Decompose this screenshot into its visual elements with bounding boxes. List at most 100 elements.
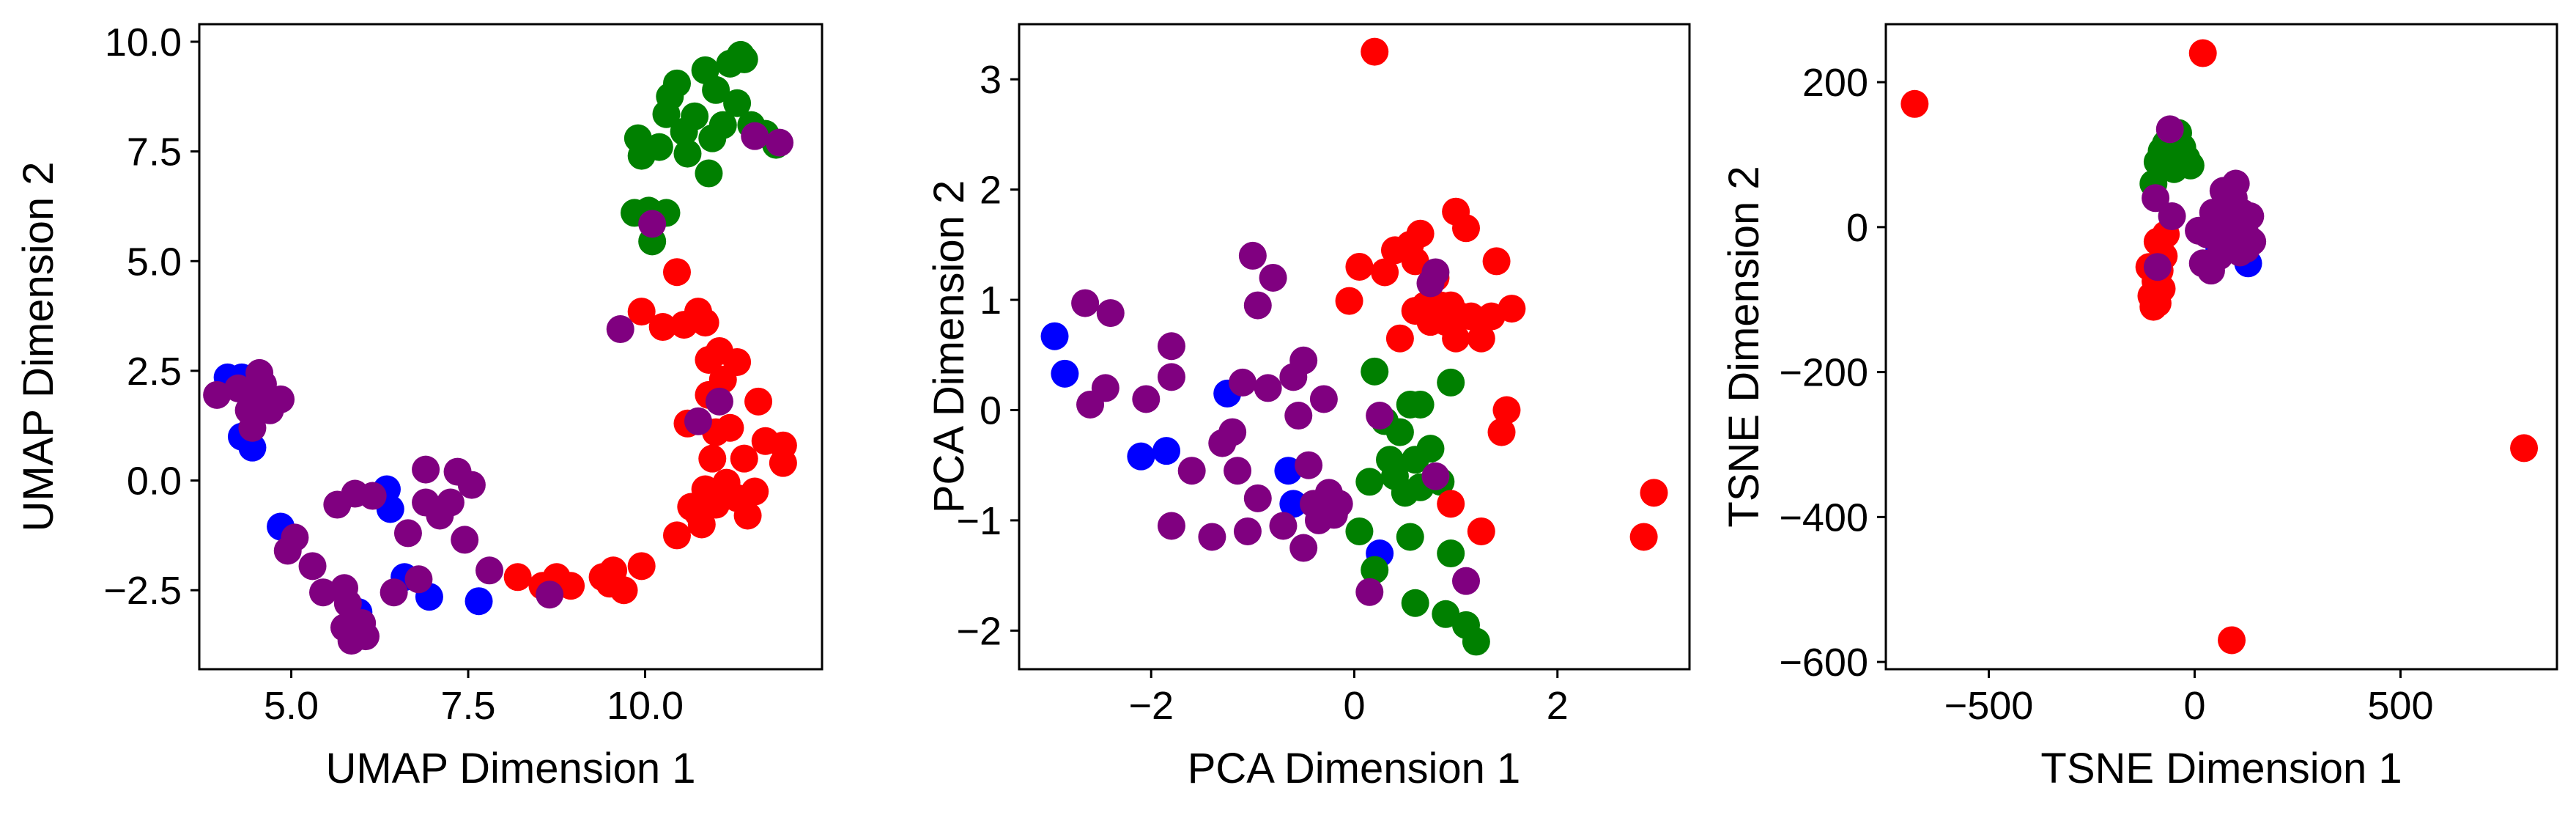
- tsne-ytick-label: −200: [1779, 351, 1868, 395]
- pca-point-blue: [1040, 322, 1069, 350]
- umap-point-purple: [309, 578, 338, 607]
- umap-point-purple: [380, 578, 408, 607]
- pca-point-purple: [1325, 490, 1353, 518]
- umap-point-red: [610, 576, 638, 605]
- pca-point-green: [1416, 435, 1445, 463]
- pca-point-red: [1437, 490, 1465, 518]
- pca-point-purple: [1416, 269, 1445, 298]
- pca-point-purple: [1254, 374, 1282, 402]
- tsne-point-green: [2176, 151, 2205, 180]
- umap-point-purple: [638, 210, 667, 238]
- umap-point-green: [702, 75, 730, 104]
- umap-ticks: 5.0 7.5 10.0 −2.5 0.0 2.5 5.0 7.5 10.0: [103, 21, 684, 728]
- umap-point-red: [733, 501, 762, 530]
- umap-point-purple: [333, 589, 362, 618]
- umap-point-purple: [404, 565, 433, 594]
- pca-point-green: [1401, 589, 1429, 617]
- pca-point-red: [1467, 517, 1495, 545]
- pca-point-green: [1345, 517, 1374, 545]
- pca-point-red: [1442, 324, 1470, 353]
- pca-point-red: [1629, 523, 1658, 551]
- tsne-axes-frame: [1884, 23, 2558, 671]
- pca-point-purple: [1157, 332, 1185, 361]
- pca-point-green: [1437, 539, 1465, 568]
- pca-panel: −2 0 2 −2 −1 0 1 2 3 PCA Dimension 1 PCA Dimensi…: [925, 23, 1691, 792]
- pca-point-purple: [1071, 289, 1100, 317]
- umap-points: [203, 40, 797, 655]
- pca-point-purple: [1177, 457, 1206, 485]
- pca-point-purple: [1091, 374, 1119, 402]
- umap-point-purple: [436, 488, 465, 517]
- umap-point-purple: [393, 519, 422, 548]
- pca-point-purple: [1233, 517, 1262, 545]
- umap-point-purple: [451, 526, 479, 554]
- umap-point-red: [627, 552, 656, 581]
- umap-point-purple: [203, 380, 232, 409]
- pca-ytick-label: −1: [956, 499, 1002, 543]
- tsne-point-red: [1900, 89, 1929, 118]
- pca-xtick-label: −2: [1128, 684, 1174, 728]
- pca-point-purple: [1238, 241, 1267, 270]
- umap-ytick-label: 7.5: [127, 130, 182, 174]
- pca-ytick-label: 3: [980, 58, 1002, 102]
- umap-point-red: [662, 521, 691, 550]
- umap-point-purple: [741, 122, 769, 150]
- tsne-xtick-label: 0: [2183, 684, 2205, 728]
- umap-point-purple: [281, 523, 309, 552]
- pca-point-purple: [1295, 451, 1323, 479]
- pca-point-green: [1406, 390, 1435, 419]
- umap-point-purple: [457, 471, 486, 499]
- umap-point-blue: [238, 433, 267, 462]
- umap-xlabel: UMAP Dimension 1: [325, 745, 695, 792]
- umap-point-red: [744, 387, 773, 416]
- pca-point-green: [1432, 600, 1460, 628]
- pca-ticks: −2 0 2 −2 −1 0 1 2 3: [956, 58, 1568, 728]
- pca-point-purple: [1355, 578, 1384, 606]
- umap-ytick-label: −2.5: [103, 569, 182, 613]
- pca-ytick-label: 1: [980, 279, 1002, 323]
- tsne-xlabel: TSNE Dimension 1: [2040, 745, 2402, 792]
- umap-panel: 5.0 7.5 10.0 −2.5 0.0 2.5 5.0 7.5 10.0 UMAP Dime…: [15, 21, 823, 792]
- pca-point-green: [1361, 556, 1389, 584]
- pca-ytick-label: −2: [956, 609, 1002, 653]
- umap-xtick-label: 10.0: [607, 684, 684, 728]
- pca-point-purple: [1269, 512, 1298, 540]
- umap-ytick-label: 5.0: [127, 240, 182, 284]
- pca-point-red: [1482, 247, 1511, 276]
- umap-point-green: [695, 159, 723, 188]
- umap-point-red: [503, 563, 532, 592]
- tsne-point-red: [2218, 626, 2246, 655]
- tsne-xtick-label: 500: [2367, 684, 2433, 728]
- umap-point-purple: [358, 482, 387, 510]
- tsne-point-purple: [2238, 227, 2267, 256]
- pca-point-purple: [1157, 363, 1185, 391]
- pca-point-red: [1406, 219, 1435, 248]
- umap-point-red: [769, 431, 797, 460]
- umap-ytick-label: 0.0: [127, 460, 182, 504]
- pca-point-red: [1385, 324, 1414, 353]
- pca-point-red: [1640, 479, 1668, 507]
- pca-point-purple: [1243, 484, 1272, 512]
- pca-point-red: [1345, 252, 1374, 281]
- pca-point-red: [1467, 324, 1495, 353]
- umap-point-red: [730, 444, 758, 473]
- tsne-xtick-label: −500: [1944, 684, 2034, 728]
- pca-point-red: [1361, 37, 1389, 66]
- umap-point-purple: [267, 385, 295, 413]
- umap-point-red: [716, 413, 744, 442]
- umap-point-purple: [606, 315, 634, 344]
- umap-point-purple: [684, 407, 712, 435]
- umap-point-purple: [238, 413, 267, 442]
- pca-point-red: [1401, 247, 1429, 276]
- pca-point-purple: [1229, 368, 1256, 397]
- umap-point-purple: [475, 556, 504, 585]
- umap-point-green: [673, 139, 702, 168]
- pca-point-purple: [1284, 402, 1313, 430]
- pca-point-red: [1498, 295, 1526, 323]
- umap-point-green: [708, 111, 737, 139]
- pca-point-purple: [1218, 418, 1247, 446]
- pca-ytick-label: 2: [980, 169, 1002, 213]
- tsne-ytick-label: 200: [1802, 61, 1868, 105]
- pca-point-green: [1396, 523, 1424, 551]
- umap-point-blue: [465, 587, 493, 616]
